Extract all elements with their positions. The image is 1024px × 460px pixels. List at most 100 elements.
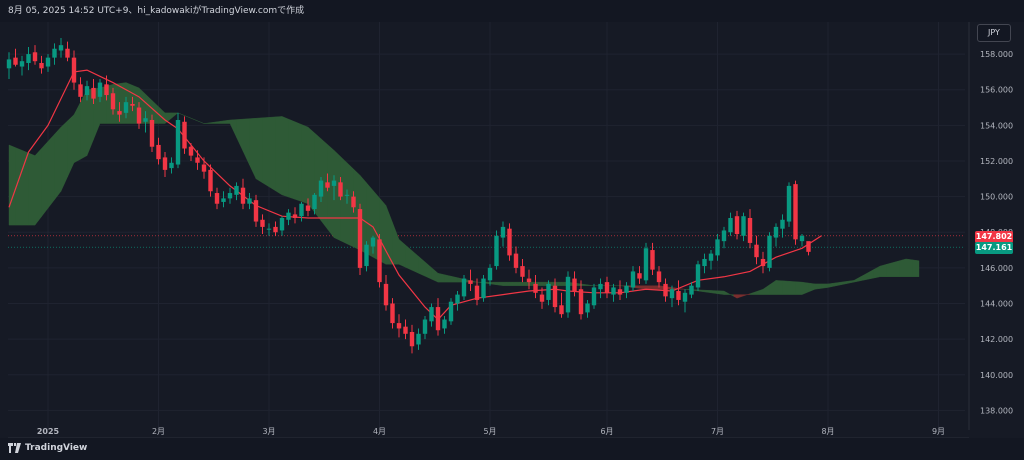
- cloud-segment: [473, 281, 478, 283]
- cloud-segment: [288, 118, 292, 199]
- candle-body: [221, 198, 226, 202]
- cloud-segment: [801, 281, 806, 295]
- cloud-segment: [346, 162, 351, 246]
- candle-body: [19, 61, 25, 67]
- cloud-segment: [285, 117, 289, 198]
- ichimoku-cloud: [8, 82, 920, 299]
- candle: [279, 216, 285, 236]
- candle-body: [643, 248, 649, 281]
- cloud-segment: [38, 147, 42, 222]
- cloud-segment: [402, 241, 406, 268]
- candle-body: [799, 235, 805, 242]
- cloud-segment: [210, 121, 214, 124]
- candle-body: [279, 217, 285, 231]
- candle-body: [494, 235, 499, 267]
- cloud-segment: [174, 112, 179, 116]
- cloud-segment: [720, 290, 725, 295]
- candle: [84, 80, 90, 101]
- candle: [429, 303, 434, 327]
- candle-body: [182, 121, 187, 149]
- candle-body: [6, 59, 12, 69]
- cloud-segment: [424, 261, 429, 278]
- candle: [169, 157, 174, 174]
- candle-body: [383, 283, 389, 306]
- cloud-segment: [805, 282, 809, 294]
- candle: [175, 112, 181, 169]
- cloud-segment: [847, 280, 851, 284]
- candle: [182, 116, 187, 154]
- cloud-segment: [187, 116, 192, 119]
- cloud-segment: [275, 116, 279, 194]
- candle-body: [351, 196, 356, 208]
- cloud-segment: [200, 122, 205, 124]
- header-caption: 8月 05, 2025 14:52 UTC+9、hi_kadowakiがTrad…: [8, 6, 305, 16]
- footer: [0, 438, 1024, 460]
- candle-body: [786, 185, 792, 222]
- candle-body: [624, 285, 629, 293]
- candles: [6, 38, 811, 354]
- candle-body: [806, 241, 811, 252]
- candle: [52, 43, 57, 65]
- cloud-segment: [226, 119, 231, 124]
- cloud-segment: [70, 114, 75, 170]
- cloud-segment: [499, 281, 504, 286]
- cloud-segment: [265, 117, 270, 188]
- cloud-segment: [717, 290, 721, 295]
- cloud-segment: [421, 258, 426, 277]
- candle: [494, 230, 499, 270]
- candle-body: [208, 169, 213, 192]
- candle-body: [481, 278, 486, 299]
- cloud-segment: [860, 274, 864, 282]
- candle-body: [318, 180, 324, 197]
- candle-body: [305, 205, 311, 211]
- cloud-segment: [249, 118, 253, 172]
- x-tick-label: 9月: [932, 427, 945, 436]
- cloud-segment: [431, 267, 435, 281]
- candle-body: [591, 287, 597, 306]
- candle-body: [214, 193, 220, 204]
- cloud-segment: [207, 122, 211, 124]
- candle: [227, 187, 233, 204]
- candle-body: [253, 200, 259, 222]
- candle-body: [286, 212, 291, 220]
- candle: [507, 223, 512, 261]
- candle: [598, 278, 603, 299]
- cloud-segment: [707, 290, 712, 294]
- x-tick-label: 2025: [37, 427, 60, 436]
- candle: [403, 319, 408, 340]
- cloud-segment: [8, 144, 13, 226]
- cloud-segment: [766, 284, 770, 295]
- candle: [474, 278, 480, 306]
- candle-body: [773, 226, 779, 238]
- candle-body: [97, 82, 103, 97]
- chart-header: 8月 05, 2025 14:52 UTC+9、hi_kadowakiがTrad…: [0, 0, 1024, 22]
- candle: [747, 209, 753, 249]
- cloud-segment: [541, 281, 546, 286]
- cloud-segment: [44, 140, 49, 214]
- currency-button[interactable]: JPY: [977, 24, 1011, 42]
- cloud-segment: [649, 285, 653, 290]
- cloud-segment: [77, 102, 81, 162]
- tradingview-logo[interactable]: TradingView: [8, 443, 87, 453]
- cloud-segment: [301, 124, 305, 203]
- candle-body: [702, 258, 707, 267]
- candle: [448, 298, 454, 325]
- candle-body: [377, 239, 382, 283]
- candle: [734, 210, 740, 240]
- cloud-segment: [866, 271, 871, 280]
- candle: [708, 250, 714, 270]
- cloud-segment: [636, 285, 640, 289]
- candle: [669, 285, 675, 308]
- cloud-segment: [64, 120, 68, 185]
- cloud-segment: [398, 238, 403, 267]
- candle: [468, 269, 473, 292]
- candle: [767, 232, 772, 272]
- candle-body: [422, 319, 428, 334]
- candle-body: [793, 184, 798, 240]
- cloud-segment: [67, 117, 71, 178]
- candle: [344, 189, 350, 204]
- cloud-segment: [850, 280, 855, 284]
- candle: [292, 207, 298, 224]
- cloud-segment: [853, 278, 858, 283]
